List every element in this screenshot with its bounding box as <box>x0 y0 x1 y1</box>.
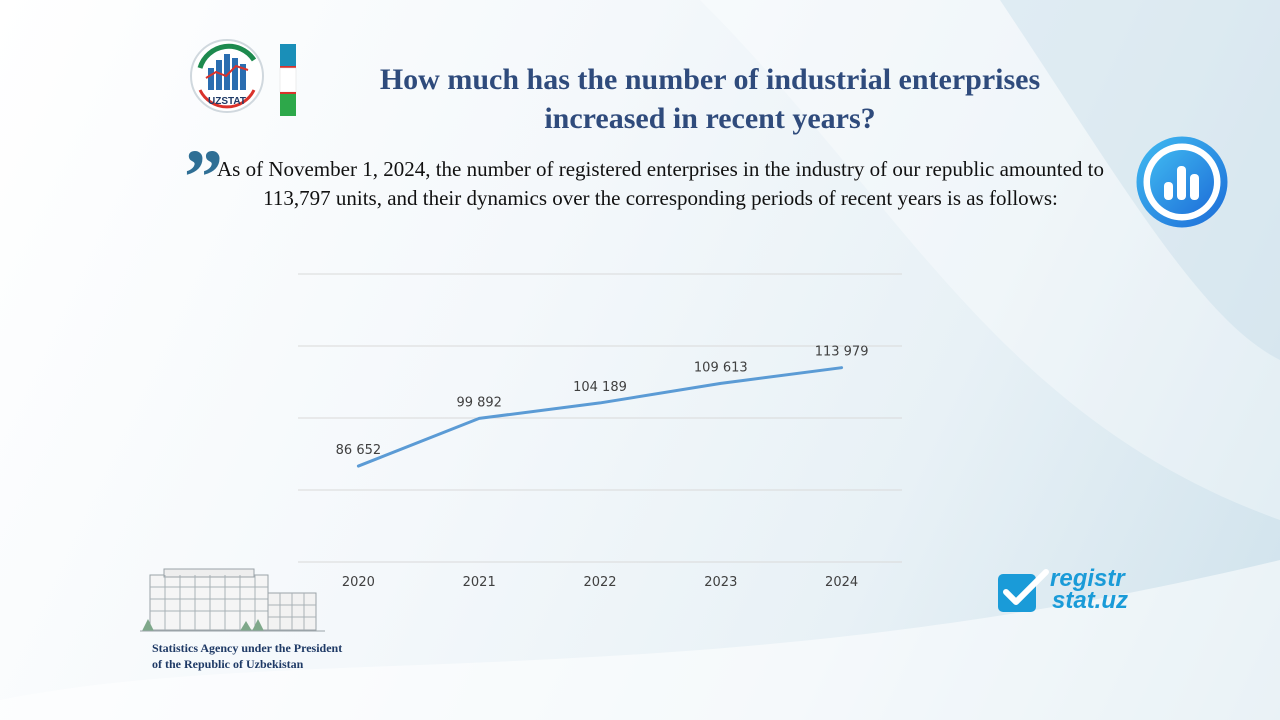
registr-line-2: stat.uz <box>1052 587 1129 614</box>
building-illustration <box>140 565 325 637</box>
data-label: 86 652 <box>336 443 382 458</box>
series-line <box>356 366 844 468</box>
x-tick-label: 2022 <box>583 575 616 590</box>
logo-text: UZSTAT <box>208 96 246 107</box>
registr-stat-text: registr stat.uz <box>1050 565 1129 614</box>
agency-line-2: of the Republic of Uzbekistan <box>152 657 304 671</box>
data-label: 113 979 <box>815 345 869 360</box>
data-label: 99 892 <box>456 395 502 410</box>
uzstat-logo: UZSTAT <box>190 38 300 120</box>
x-tick-label: 2024 <box>825 575 858 590</box>
agency-name: Statistics Agency under the President of… <box>152 640 342 672</box>
x-tick-label: 2020 <box>342 575 375 590</box>
x-tick-label: 2021 <box>463 575 496 590</box>
data-label: 104 189 <box>573 380 627 395</box>
registr-line-1: registr <box>1050 565 1125 592</box>
agency-line-1: Statistics Agency under the President <box>152 641 343 655</box>
bar-chart-icon <box>1136 136 1228 228</box>
intro-text: As of November 1, 2024, the number of re… <box>216 157 1105 210</box>
data-label: 109 613 <box>694 360 748 375</box>
x-tick-label: 2023 <box>704 575 737 590</box>
quote-icon: ” <box>184 133 223 220</box>
registr-stat-logo <box>996 568 1146 616</box>
page-title: How much has the number of industrial en… <box>379 63 1041 135</box>
